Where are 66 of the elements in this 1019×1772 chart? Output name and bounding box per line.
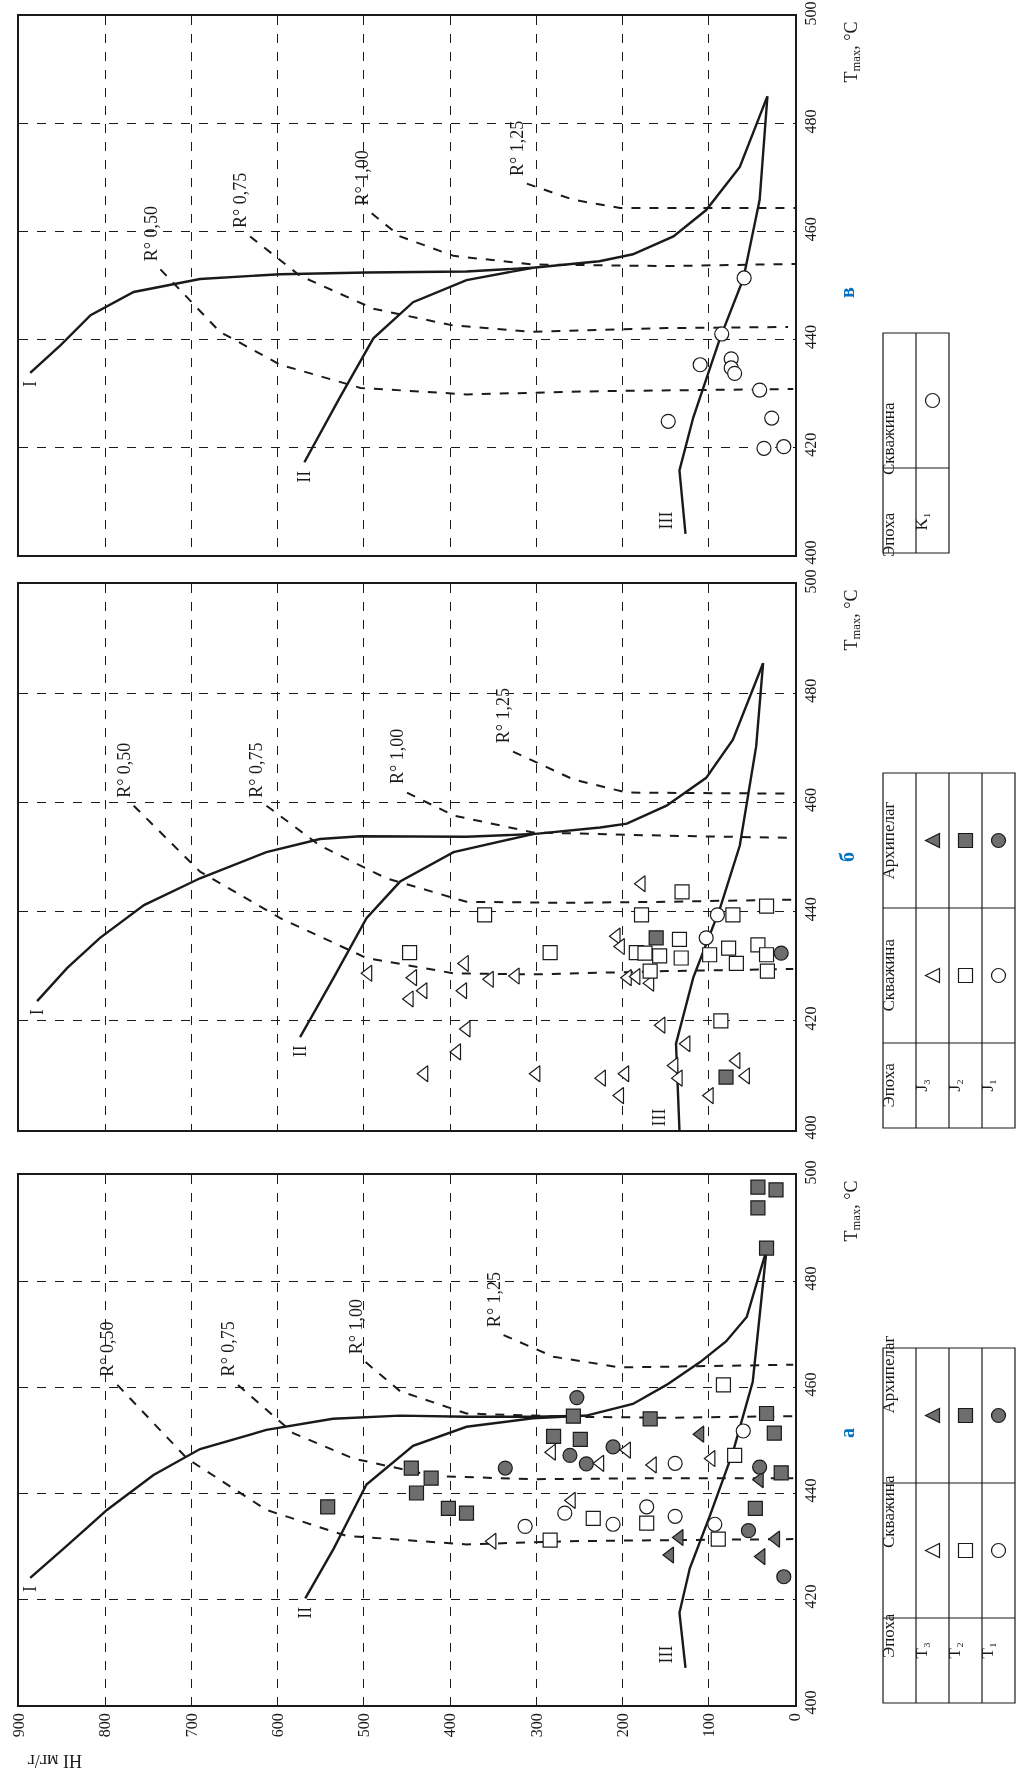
text: II xyxy=(289,1045,310,1058)
text: R° 1,25 xyxy=(484,1271,505,1328)
x-tick-label: 900 xyxy=(10,1713,28,1738)
y-tick-label: 420 xyxy=(801,1584,819,1609)
text: R° 0,75 xyxy=(217,1321,238,1377)
text: R° 1,00 xyxy=(386,728,407,785)
text: Эпоха xyxy=(878,1062,898,1108)
y-tick-label: 420 xyxy=(801,432,819,457)
y-tick-label: 400 xyxy=(801,1115,819,1140)
x-tick-label: 200 xyxy=(613,1713,631,1738)
y-tick-label: 460 xyxy=(801,1372,819,1397)
text: в xyxy=(836,287,858,298)
text: R° 1,00 xyxy=(346,1298,367,1355)
x-axis-title: HI мг/г xyxy=(27,1751,82,1771)
text: R° 0,50 xyxy=(113,742,134,798)
text: Архипелаг xyxy=(878,801,898,880)
text: II xyxy=(294,1606,315,1619)
text: R° 1,25 xyxy=(492,687,513,744)
x-tick-label: 0 xyxy=(786,1713,804,1722)
x-tick-label: 100 xyxy=(699,1713,717,1738)
text: T₁ xyxy=(977,1642,997,1659)
text: K₁ xyxy=(911,512,931,531)
y-tick-label: 420 xyxy=(801,1006,819,1031)
text: Архипелаг xyxy=(878,1335,898,1414)
y-tick-label: 500 xyxy=(801,569,819,594)
text: Эпоха xyxy=(879,1613,898,1658)
y-tick-label: 460 xyxy=(801,788,819,812)
text: R° 0,75 xyxy=(230,172,251,229)
text: R° 0,75 xyxy=(246,742,267,798)
y-tick-label: 500 xyxy=(801,1160,819,1185)
y-tick-label: 400 xyxy=(801,1690,819,1715)
y-tick-label: 500 xyxy=(801,1,819,26)
text: R° 0,50 xyxy=(140,206,161,262)
y-tick-label: 400 xyxy=(801,540,819,565)
x-tick-label: 600 xyxy=(268,1713,286,1738)
text: б xyxy=(836,852,858,862)
text: T₃ xyxy=(911,1642,931,1659)
text: Эпоха xyxy=(879,512,898,557)
text: J₃ xyxy=(911,1078,931,1092)
text: Скважина xyxy=(879,402,898,475)
y-tick-label: 460 xyxy=(801,217,819,242)
text: Скважина xyxy=(878,938,898,1012)
x-tick-label: 500 xyxy=(355,1713,373,1738)
text: III xyxy=(655,511,676,530)
text: III xyxy=(649,1108,670,1127)
text: I xyxy=(20,381,41,388)
y-tick-label: 440 xyxy=(801,1478,819,1503)
x-tick-label: 700 xyxy=(182,1713,200,1738)
y-tick-label: 440 xyxy=(801,897,819,922)
text: III xyxy=(655,1645,676,1664)
text: Скважина xyxy=(879,1475,898,1548)
text: а xyxy=(836,1428,858,1438)
text: J₂ xyxy=(944,1078,964,1092)
text: R° 1,25 xyxy=(506,120,527,176)
y-tick-label: 480 xyxy=(801,1266,819,1291)
text: I xyxy=(26,1009,47,1016)
y-tick-label: 480 xyxy=(801,678,819,703)
x-tick-label: 300 xyxy=(527,1713,545,1738)
text: I xyxy=(20,1586,41,1593)
x-tick-label: 800 xyxy=(96,1713,114,1738)
x-tick-label: 400 xyxy=(441,1713,459,1738)
text: J₁ xyxy=(977,1078,997,1092)
y-tick-label: 440 xyxy=(801,325,819,349)
text: T₂ xyxy=(944,1642,964,1659)
y-tick-label: 480 xyxy=(801,109,819,134)
text: II xyxy=(294,470,315,483)
